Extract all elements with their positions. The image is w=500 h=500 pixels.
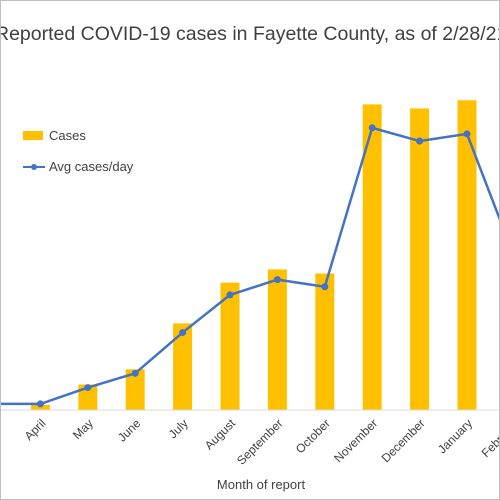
legend-marker-dot (31, 164, 37, 170)
x-tick-label-may: May (70, 416, 96, 442)
bar-january (457, 100, 477, 411)
legend-label-cases: Cases (49, 128, 86, 143)
x-tick-label-november: November (331, 416, 380, 465)
avg-point-september (273, 276, 281, 284)
bar-november (362, 104, 382, 410)
avg-point-june (131, 369, 139, 377)
avg-point-january (463, 130, 471, 138)
bar-april (30, 404, 50, 410)
bar-july (173, 323, 193, 410)
x-tick-label-september: September (234, 416, 285, 467)
chart-title: Reported COVID-19 cases in Fayette Count… (0, 23, 500, 45)
x-tick-label-july: July (166, 416, 191, 441)
avg-point-november (368, 124, 376, 132)
avg-point-december (416, 137, 424, 145)
avg-point-october (321, 283, 329, 291)
x-tick-label-august: August (202, 416, 239, 453)
avg-point-august (226, 291, 234, 299)
bar-august (220, 282, 240, 410)
avg-cases-line (1, 126, 499, 406)
x-tick-label-june: June (115, 416, 144, 445)
legend-swatch-bar (23, 131, 43, 140)
bar-may (78, 384, 98, 410)
x-tick-label-october: October (293, 416, 333, 456)
x-tick-label-february: February (479, 416, 500, 460)
x-tick-label-january: January (435, 416, 475, 456)
avg-point-july (179, 329, 187, 337)
bar-october (315, 273, 335, 410)
legend-label-avg: Avg cases/day (49, 159, 134, 174)
x-tick-label-april: April (22, 416, 49, 443)
bar-december (410, 108, 430, 410)
bar-september (267, 269, 287, 410)
bar-june (125, 369, 145, 410)
x-tick-label-december: December (379, 416, 428, 465)
x-axis-title: Month of report (216, 477, 306, 492)
avg-point-april (36, 400, 44, 408)
avg-point-may (84, 384, 92, 392)
